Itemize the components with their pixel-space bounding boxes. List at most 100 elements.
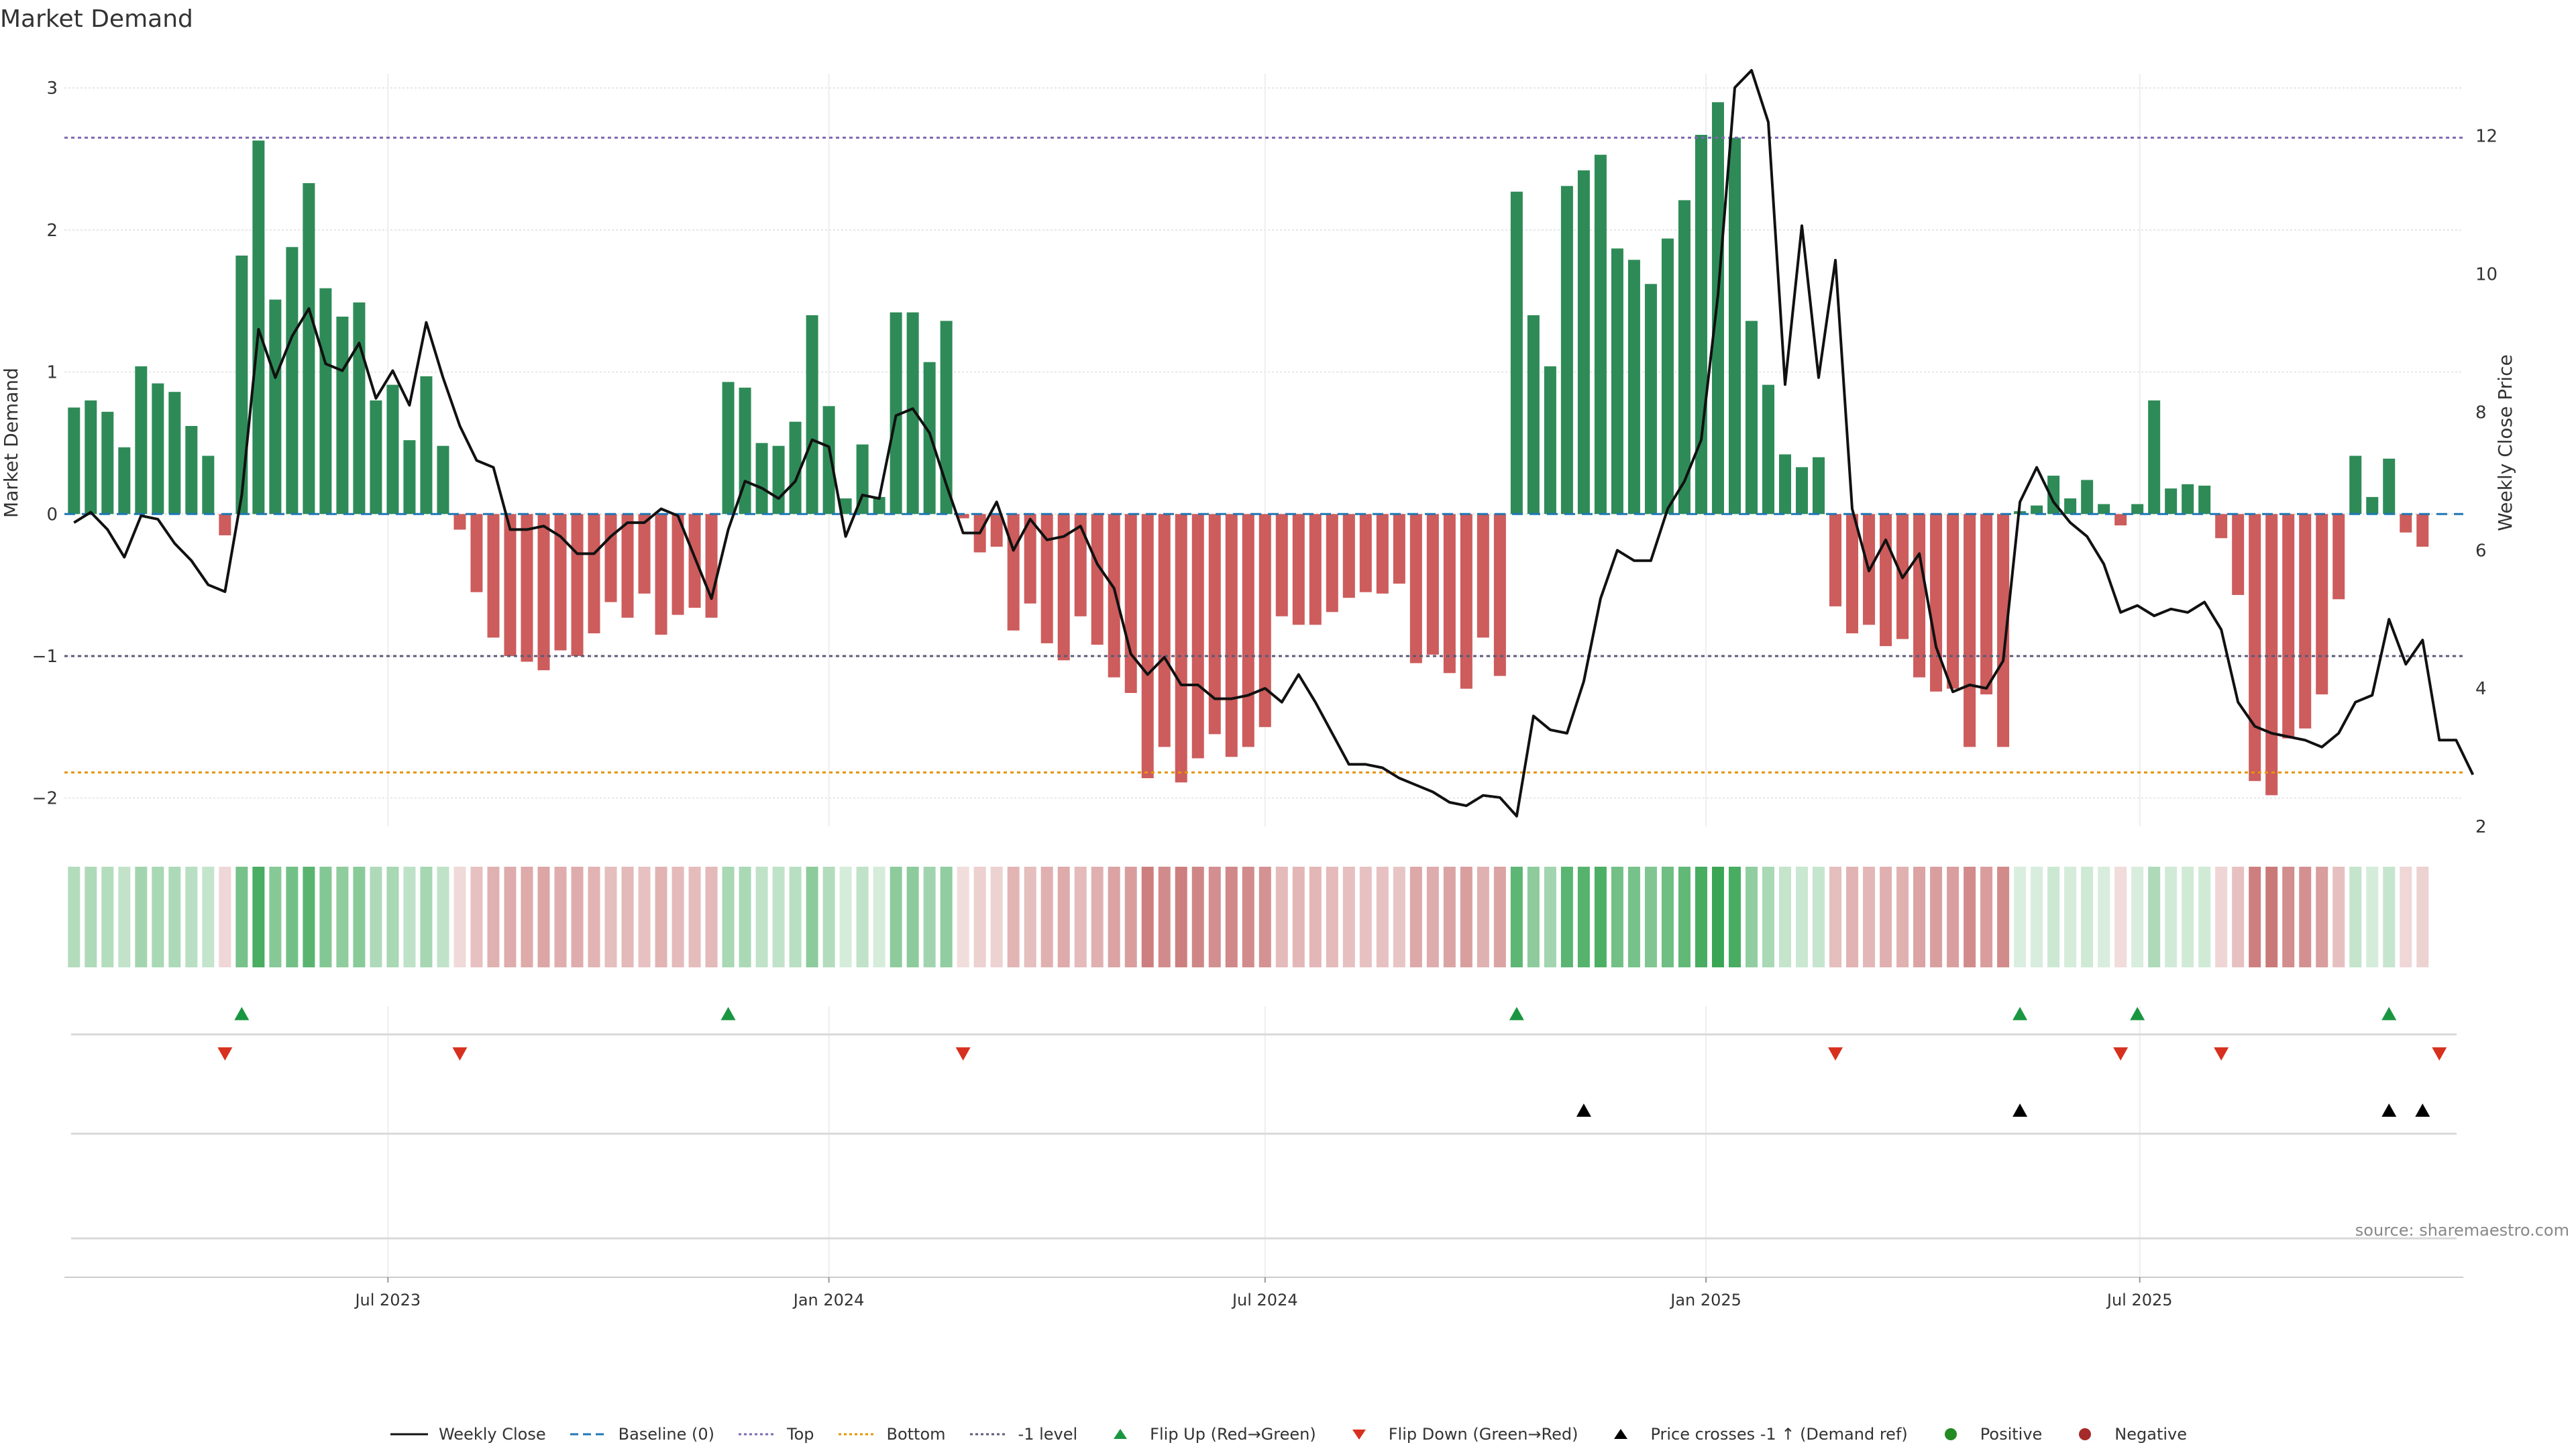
heat-cell — [1426, 867, 1439, 967]
heat-cell — [101, 867, 114, 967]
demand-bar — [755, 443, 768, 515]
dotted-line-icon — [739, 1433, 776, 1436]
demand-bar — [1409, 514, 1422, 663]
demand-bar — [1930, 514, 1943, 692]
demand-bar — [235, 255, 248, 515]
y-axis-label: Market Demand — [0, 368, 22, 518]
heat-cell — [1980, 867, 1993, 967]
demand-bar — [588, 514, 600, 634]
demand-bar — [2366, 496, 2379, 515]
demand-bar — [2299, 514, 2312, 729]
demand-bar — [705, 514, 718, 618]
heat-cell — [2282, 867, 2295, 967]
demand-bar — [1527, 315, 1540, 515]
heat-cell — [2014, 867, 2027, 967]
heat-cell — [873, 867, 885, 967]
heat-cell — [1057, 867, 1070, 967]
demand-bar — [806, 315, 818, 515]
demand-bar — [1292, 514, 1305, 625]
heat-cell — [1242, 867, 1254, 967]
heat-cell — [839, 867, 852, 967]
demand-bar — [319, 288, 332, 515]
demand-bar — [1711, 102, 1724, 515]
heat-cell — [1779, 867, 1792, 967]
demand-bar — [152, 383, 164, 515]
heat-cell — [990, 867, 1003, 967]
demand-bar — [1796, 467, 1809, 515]
heat-cell — [705, 867, 718, 967]
demand-bar — [2249, 514, 2261, 782]
heat-cell — [655, 867, 667, 967]
demand-bar — [2416, 514, 2429, 547]
triangle-up-icon — [1114, 1429, 1128, 1439]
demand-bar — [1359, 514, 1372, 592]
heat-cell — [252, 867, 265, 967]
demand-bar — [521, 514, 533, 662]
demand-bar — [336, 317, 349, 515]
demand-bar — [1813, 457, 1825, 515]
heat-cell — [2232, 867, 2245, 967]
demand-bar — [1611, 248, 1623, 515]
legend-label: Positive — [1980, 1425, 2043, 1444]
demand-bar — [1376, 514, 1389, 594]
demand-bar — [185, 426, 198, 515]
heat-cell — [806, 867, 818, 967]
demand-bar — [2198, 485, 2211, 515]
demand-bar — [1158, 514, 1171, 747]
demand-bar — [554, 514, 567, 651]
heat-cell — [1108, 867, 1120, 967]
legend-item: Price crosses -1 ↑ (Demand ref) — [1601, 1425, 1908, 1444]
heat-cell — [2349, 867, 2362, 967]
demand-bar — [1762, 384, 1774, 515]
heat-cell — [621, 867, 634, 967]
heat-cell — [755, 867, 768, 967]
heat-cell — [1577, 867, 1590, 967]
x-tick-label: Jan 2025 — [1669, 1291, 1741, 1309]
demand-bar — [1309, 514, 1322, 625]
heat-cell — [286, 867, 299, 967]
heat-cell — [1409, 867, 1422, 967]
heat-cell — [219, 867, 231, 967]
demand-bar — [1326, 514, 1338, 612]
heat-cell — [1275, 867, 1288, 967]
legend-item: Bottom — [837, 1425, 946, 1444]
demand-bar — [2383, 458, 2396, 515]
demand-bar — [168, 392, 181, 515]
demand-bar — [990, 514, 1003, 547]
demand-bar — [1779, 454, 1792, 515]
heat-cell — [1124, 867, 1137, 967]
flip-down-marker — [2432, 1047, 2447, 1061]
heat-cell — [638, 867, 651, 967]
legend-item: Baseline (0) — [569, 1425, 714, 1444]
event-marker-rows — [71, 1007, 2457, 1240]
heat-cell — [504, 867, 517, 967]
flip-down-marker — [2113, 1047, 2129, 1061]
demand-bar — [453, 514, 466, 530]
flip-up-marker — [2130, 1007, 2145, 1020]
heat-cell — [1813, 867, 1825, 967]
heat-cell — [386, 867, 399, 967]
demand-bar — [571, 514, 584, 656]
heat-cell — [1880, 867, 1892, 967]
heat-cell — [235, 867, 248, 967]
heat-cell — [2148, 867, 2161, 967]
heat-cell — [890, 867, 902, 967]
y2-axis-label: Weekly Close Price — [2494, 354, 2516, 531]
heat-cell — [1627, 867, 1640, 967]
demand-bar — [403, 440, 416, 515]
heat-cell — [1074, 867, 1087, 967]
heat-cell — [420, 867, 433, 967]
demand-bar — [2114, 514, 2127, 526]
demand-bar — [890, 312, 902, 515]
heat-cell — [1728, 867, 1741, 967]
price-cross-marker — [2415, 1104, 2430, 1117]
flip-up-marker — [1509, 1007, 1524, 1020]
dotted-line-icon — [838, 1433, 876, 1436]
heat-cell — [604, 867, 617, 967]
demand-bar — [1594, 154, 1607, 515]
demand-bar — [2031, 505, 2043, 515]
demand-bar — [1678, 200, 1690, 515]
demand-bar — [1880, 514, 1892, 647]
